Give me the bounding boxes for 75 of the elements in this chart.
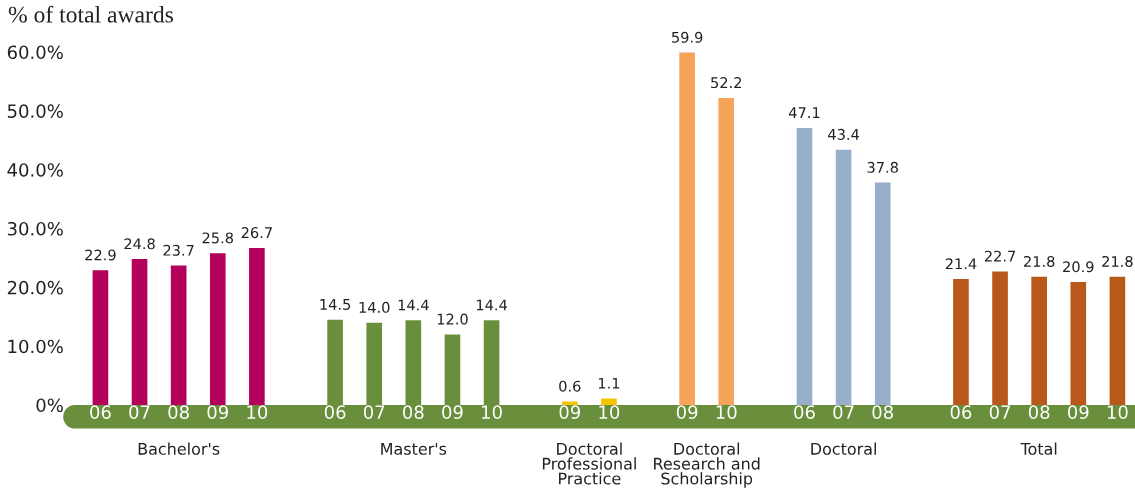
data-label: 22.7 [984,250,1016,262]
data-label: 21.8 [1024,255,1055,267]
x-tick-label: 06 [90,405,111,419]
data-label: 23.7 [163,244,194,256]
y-tick-label: 50.0% [7,104,63,118]
data-label: 22.9 [85,249,116,261]
bar [992,271,1008,405]
data-label: 47.1 [788,107,820,118]
data-label: 0.6 [559,380,581,392]
x-tick-label: 07 [833,405,854,419]
bar [1070,282,1087,405]
x-tick-label: 06 [324,405,346,419]
data-label: 52.2 [711,77,742,89]
data-label: 21.4 [945,258,977,270]
x-tick-label: 06 [794,405,815,419]
x-tick-label: 07 [129,405,150,419]
bar [209,253,226,405]
text: Bachelor's [138,442,220,455]
x-tick-label: 10 [482,405,502,419]
x-tick-label: 06 [950,405,972,419]
bar [170,265,187,405]
data-label: 59.9 [672,31,703,43]
text: Master's [381,442,447,455]
x-tick-label: 09 [207,405,228,419]
y-axis-title: % of total awards [8,5,174,23]
x-tick-label: 08 [403,405,424,419]
x-tick-label: 07 [989,405,1010,419]
data-label: 25.8 [202,232,234,244]
x-tick-label: 08 [872,405,893,419]
x-tick-label: 09 [559,405,581,419]
data-label: 12.0 [437,313,468,325]
bar [796,127,813,405]
y-tick-label: 30.0% [7,221,63,236]
x-tick-label: 10 [1107,405,1128,419]
data-label: 21.8 [1102,255,1133,267]
text: Doctoral Research and Scholarship [654,442,760,488]
x-tick-label: 09 [676,405,698,419]
x-tick-label: 10 [599,405,620,419]
data-label: 24.8 [124,238,155,250]
data-label: 20.9 [1063,261,1094,273]
data-label: 14.0 [359,301,390,313]
x-tick-label: 07 [363,405,385,419]
data-label: 14.4 [398,299,429,311]
text: Total [1020,442,1057,455]
data-label: 37.8 [867,161,898,173]
y-tick-label: 10.0% [8,339,63,354]
x-tick-label: 08 [1028,405,1050,419]
bar [131,259,148,405]
y-tick-label: 20.0% [7,280,63,295]
bar [249,247,265,405]
x-tick-label: 09 [1067,405,1089,419]
bar [1109,276,1126,405]
bar [561,401,578,405]
bar [718,97,735,405]
y-tick-label: 0% [36,398,63,413]
x-tick-label: 10 [716,405,737,419]
data-label: 14.5 [320,299,351,310]
bar [1031,276,1047,405]
bar [953,279,969,405]
x-tick-label: 09 [442,405,463,419]
bar [835,149,852,405]
data-label: 1.1 [598,377,620,389]
data-label: 14.4 [476,299,507,311]
text: Doctoral [811,442,876,455]
data-label: 43.4 [828,128,860,140]
y-tick-label: 40.0% [7,163,63,177]
data-label: 26.7 [241,227,272,239]
bar [92,270,109,405]
text: Doctoral Professional Practice [542,442,636,485]
y-tick-label: 60.0% [7,45,63,60]
bar [601,398,617,405]
x-tick-label: 10 [247,405,268,419]
bar [679,52,695,405]
x-tick-label: 08 [168,405,189,419]
bar [874,182,891,405]
